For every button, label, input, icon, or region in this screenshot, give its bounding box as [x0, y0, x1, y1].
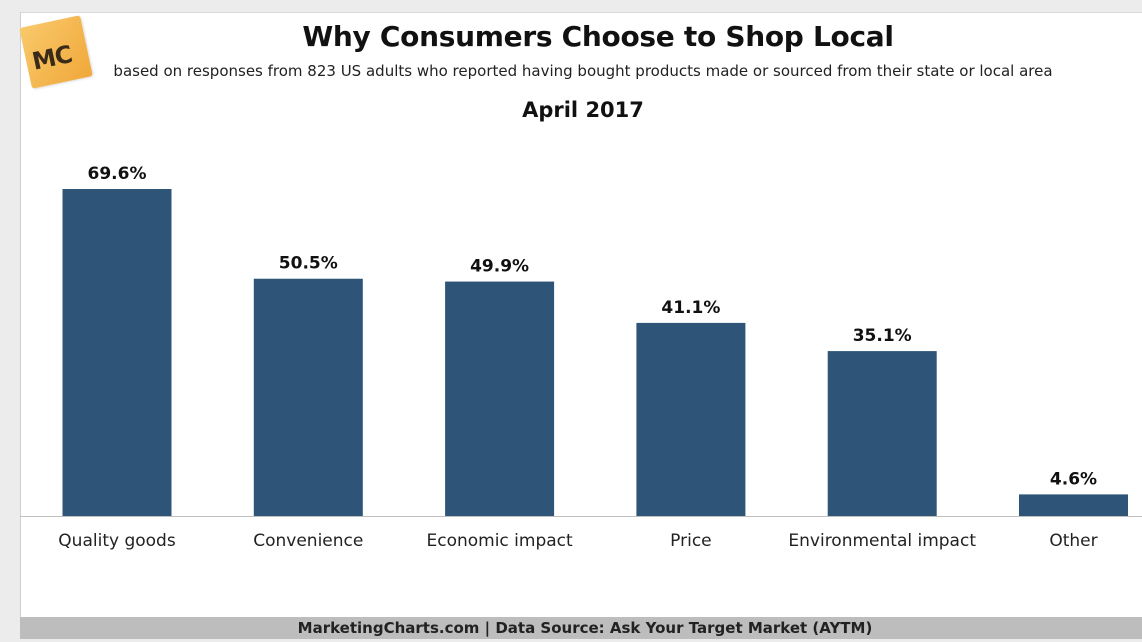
bar: [445, 281, 555, 516]
data-label: 4.6%: [1050, 469, 1097, 489]
chart-subtitle: based on responses from 823 US adults wh…: [113, 62, 1053, 80]
bar: [253, 278, 363, 516]
x-tick-label: Other: [1049, 531, 1097, 551]
chart-date: April 2017: [522, 98, 644, 122]
data-label: 41.1%: [661, 298, 720, 318]
data-label: 49.9%: [470, 257, 529, 277]
bar: [636, 322, 746, 516]
data-label: 69.6%: [88, 164, 147, 184]
bar: [827, 351, 937, 516]
x-tick-label: Economic impact: [426, 531, 573, 551]
x-tick-label: Price: [670, 531, 711, 551]
x-tick-label: Environmental impact: [788, 531, 976, 551]
data-label: 50.5%: [279, 254, 338, 274]
bar: [62, 189, 172, 516]
bar: [1019, 494, 1128, 516]
x-tick-label: Convenience: [253, 531, 363, 551]
chart-title: Why Consumers Choose to Shop Local: [302, 20, 894, 53]
data-label: 35.1%: [853, 326, 912, 346]
x-tick-label: Quality goods: [58, 531, 176, 551]
chart-frame: MC: [19, 12, 1142, 631]
